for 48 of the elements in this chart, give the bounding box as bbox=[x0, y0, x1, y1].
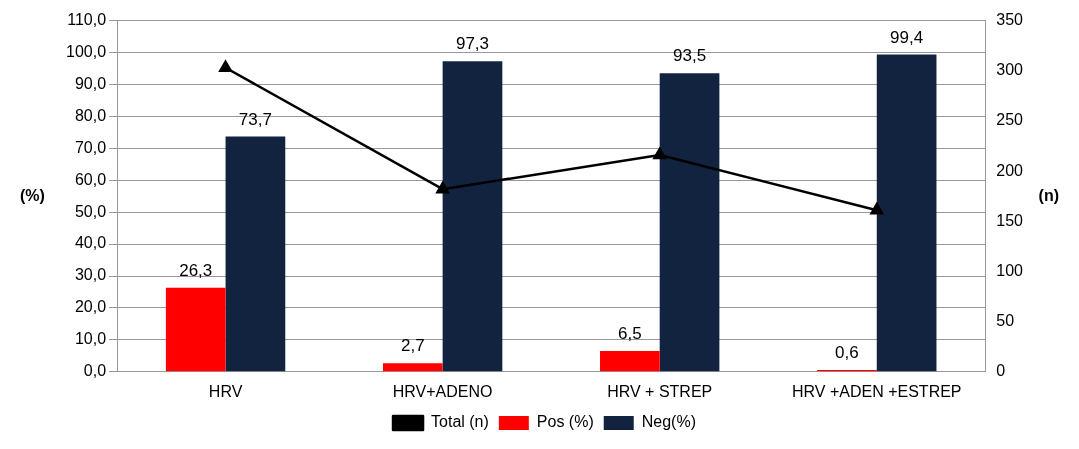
y-tick-label: 80,0 bbox=[74, 106, 107, 124]
data-label: 6,5 bbox=[618, 324, 642, 344]
point bbox=[436, 181, 450, 194]
point bbox=[219, 60, 233, 73]
y-tick-label: 20,0 bbox=[74, 298, 107, 316]
legend-label: Pos (%) bbox=[536, 413, 594, 431]
data-label: 0,6 bbox=[835, 343, 859, 363]
y2-tick-label: 250 bbox=[996, 111, 1024, 129]
bar bbox=[382, 363, 443, 372]
x-tick-label: HRV bbox=[208, 382, 243, 400]
y2-tick-label: 300 bbox=[996, 61, 1024, 79]
y-tick-label: 50,0 bbox=[74, 202, 107, 220]
y-tick-label: 40,0 bbox=[74, 234, 107, 252]
x-tick-label: HRV +ADEN +ESTREP bbox=[792, 382, 962, 400]
y-tick-label: 10,0 bbox=[74, 330, 107, 348]
y2-axis-title: (n) bbox=[1038, 186, 1059, 204]
bar bbox=[225, 136, 286, 372]
y-tick-label: 30,0 bbox=[74, 266, 107, 284]
legend-label: Neg(%) bbox=[641, 413, 696, 431]
data-label: 73,7 bbox=[238, 109, 272, 129]
bar bbox=[659, 73, 720, 372]
data-label: 93,5 bbox=[673, 46, 707, 66]
data-label: 99,4 bbox=[890, 27, 924, 47]
y-axis-title: (%) bbox=[20, 186, 45, 204]
y2-tick-label: 0 bbox=[996, 362, 1006, 380]
bar bbox=[876, 54, 937, 372]
legend-label: Total (n) bbox=[431, 413, 489, 431]
bar bbox=[442, 61, 503, 372]
bar bbox=[165, 287, 226, 372]
y-tick-label: 100,0 bbox=[65, 42, 107, 60]
y2-tick-label: 150 bbox=[996, 211, 1024, 229]
bar bbox=[600, 351, 660, 372]
point bbox=[653, 147, 667, 160]
y2-tick-label: 200 bbox=[996, 161, 1024, 179]
y-tick-label: 90,0 bbox=[74, 74, 107, 92]
data-label: 97,3 bbox=[455, 34, 490, 54]
y-tick-label: 70,0 bbox=[74, 138, 107, 156]
y-tick-label: 110,0 bbox=[67, 11, 107, 29]
x-tick-label: HRV+ADENO bbox=[392, 382, 493, 400]
data-label: 26,3 bbox=[179, 261, 213, 281]
data-label: 2,7 bbox=[400, 336, 425, 356]
y2-tick-label: 350 bbox=[996, 11, 1024, 29]
y2-tick-label: 100 bbox=[996, 261, 1024, 279]
y2-tick-label: 50 bbox=[996, 312, 1015, 330]
x-tick-label: HRV + STREP bbox=[607, 382, 713, 400]
point bbox=[870, 203, 884, 215]
y-tick-label: 0,0 bbox=[83, 362, 107, 380]
y-tick-label: 60,0 bbox=[74, 170, 107, 188]
